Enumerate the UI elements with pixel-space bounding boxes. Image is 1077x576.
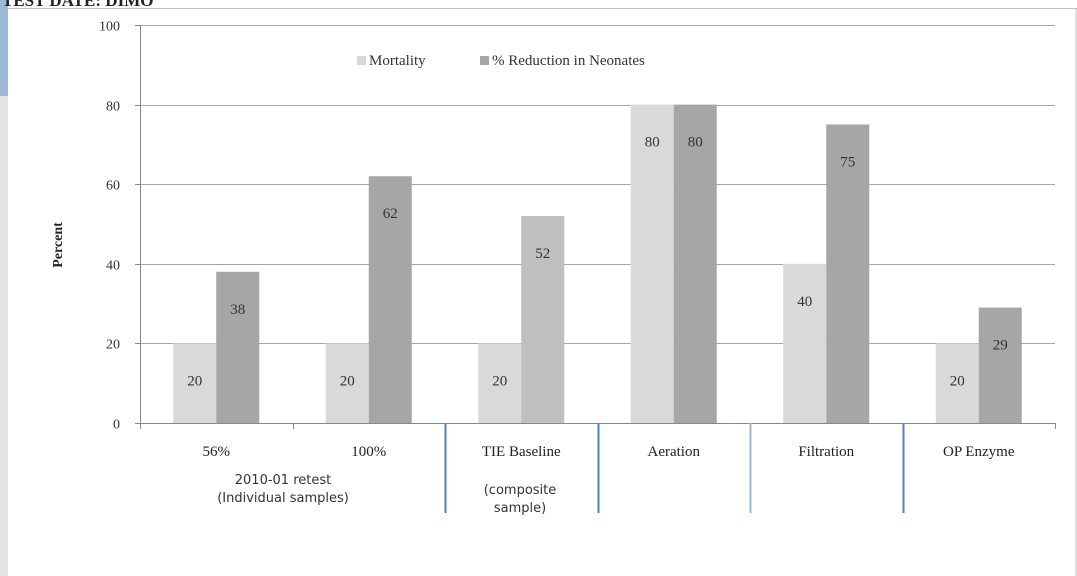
gridlines [135,25,1055,424]
x-tick-label-3: Aeration [648,444,701,460]
group-label-retest-line1: 2010-01 retest [235,473,331,488]
bar-mortality-0 [173,343,217,423]
data-labels: 20 38 20 62 20 52 80 80 40 75 20 29 [187,135,1008,390]
data-label-reduction-1: 62 [383,206,398,222]
y-tick-label: 20 [106,338,120,353]
bar-mortality-3 [630,104,674,423]
left-scroll-strip [0,0,8,576]
data-label-reduction-4: 75 [840,155,855,171]
group-label-retest: 2010-01 retest (Individual samples) [217,473,349,506]
y-axis-label: Percent [51,222,66,268]
y-tick-label: 100 [99,20,120,35]
legend: Mortality % Reduction in Neonates [357,53,645,69]
y-tick-label: 80 [106,100,120,115]
x-tick-label-0: 56% [203,444,231,460]
left-scroll-thumb [0,0,8,96]
legend-label-mortality: Mortality [369,53,426,69]
data-label-reduction-0: 38 [230,302,245,318]
bar-reduction-5 [978,307,1022,423]
bar-reduction-3 [673,104,717,423]
group-label-composite-line1: (composite [484,483,557,498]
bar-reduction-2 [521,216,565,423]
data-label-mortality-3: 80 [645,135,660,151]
data-label-mortality-5: 20 [950,373,965,389]
bar-reduction-0 [216,271,260,423]
bar-reduction-4 [826,124,870,423]
group-label-composite: (composite sample) [484,483,557,516]
y-axis-tick-labels: 0 20 40 60 80 100 [99,20,120,433]
bar-reduction-1 [368,176,412,423]
data-label-reduction-3: 80 [688,135,703,151]
header-text: TEST DATE: DIMO [2,0,153,10]
x-tick-label-4: Filtration [798,444,854,460]
legend-label-reduction: % Reduction in Neonates [492,53,645,69]
bar-mortality-1 [325,343,369,423]
data-label-reduction-5: 29 [993,338,1008,354]
bar-mortality-4 [783,263,827,423]
x-tick-label-5: OP Enzyme [943,444,1015,460]
data-label-mortality-0: 20 [187,373,202,389]
bar-mortality-2 [478,343,522,423]
legend-swatch-reduction [480,56,489,65]
x-tick-label-1: 100% [351,444,386,460]
x-tick-label-2: TIE Baseline [482,444,561,460]
y-tick-label: 0 [113,418,120,433]
data-label-mortality-1: 20 [340,373,355,389]
x-axis: 56% 100% TIE Baseline Aeration Filtration OP … [140,423,1056,513]
bars [173,104,1022,423]
y-tick-label: 40 [106,259,120,274]
data-label-mortality-2: 20 [492,373,507,389]
data-label-mortality-4: 40 [797,294,812,310]
legend-swatch-mortality [357,56,366,65]
y-tick-label: 60 [106,179,120,194]
group-label-composite-line2: sample) [494,501,546,516]
data-label-reduction-2: 52 [535,246,550,262]
bar-mortality-5 [935,343,979,423]
group-label-retest-line2: (Individual samples) [217,491,349,506]
